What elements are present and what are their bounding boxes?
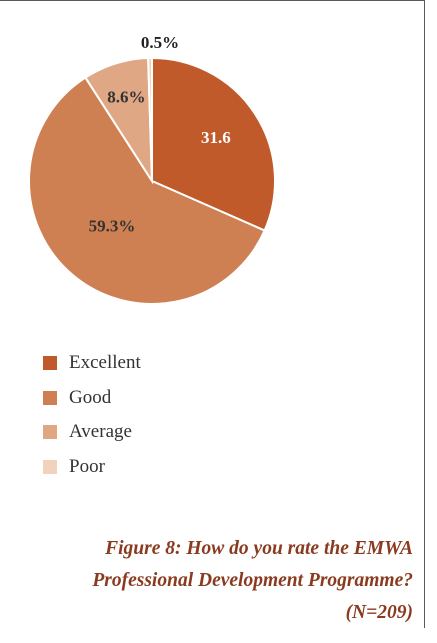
pie-label-average: 8.6% xyxy=(107,88,145,107)
pie-label-poor: 0.5% xyxy=(141,33,179,52)
pie-label-good: 59.3% xyxy=(89,217,136,236)
legend-item-excellent: Excellent xyxy=(43,346,141,381)
legend-item-average: Average xyxy=(43,415,141,450)
legend: Excellent Good Average Poor xyxy=(43,346,141,484)
caption-line-1: Figure 8: How do you rate the EMWA xyxy=(105,538,413,559)
legend-swatch-poor xyxy=(43,459,57,474)
caption-line-3: (N=209) xyxy=(345,602,413,623)
pie-label-excellent: 31.6 xyxy=(201,128,231,147)
figure-caption: Figure 8: How do you rate the EMWA Profe… xyxy=(13,533,413,629)
legend-label-excellent: Excellent xyxy=(69,352,141,374)
legend-item-good: Good xyxy=(43,381,141,416)
caption-line-2: Professional Development Programme? xyxy=(92,570,413,591)
legend-swatch-good xyxy=(43,390,57,405)
legend-label-poor: Poor xyxy=(69,455,105,477)
legend-swatch-excellent xyxy=(43,356,57,371)
pie-labels: 31.6 59.3% 8.6% 0.5% xyxy=(89,33,231,236)
legend-item-poor: Poor xyxy=(43,450,141,485)
legend-label-average: Average xyxy=(69,421,132,443)
legend-label-good: Good xyxy=(69,386,112,408)
figure-frame xyxy=(0,0,425,628)
legend-swatch-average xyxy=(43,425,57,440)
pie-slices xyxy=(28,56,276,305)
pie-chart: 31.6 59.3% 8.6% 0.5% xyxy=(28,33,276,305)
pie-slice-good xyxy=(28,76,266,305)
pie-slice-poor xyxy=(147,56,153,182)
pie-slice-excellent xyxy=(151,56,276,232)
